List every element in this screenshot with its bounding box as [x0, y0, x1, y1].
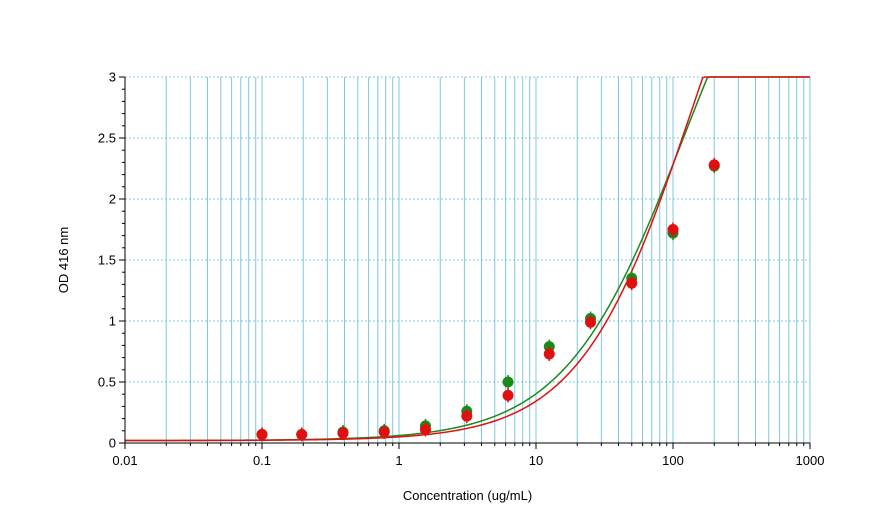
data-point-series-2 [461, 410, 473, 422]
data-point-series-2 [708, 159, 720, 171]
y-axis-ticks: 0 0.5 1 1.5 2 2.5 3 [98, 70, 125, 451]
x-axis-ticks: 0.01 0.1 1 10 100 1000 [112, 443, 824, 468]
y-tick-label: 3 [109, 70, 116, 85]
x-tick-label: 100 [662, 453, 684, 468]
x-tick-label: 10 [529, 453, 543, 468]
x-axis-title: Concentration (ug/mL) [403, 488, 532, 503]
data-points [256, 157, 720, 442]
data-point-series-1 [502, 376, 514, 388]
y-tick-label: 0 [109, 436, 116, 451]
y-tick-label: 2.5 [98, 131, 116, 146]
x-tick-label: 1 [395, 453, 402, 468]
y-tick-label: 1 [109, 314, 116, 329]
y-axis-title: OD 416 nm [56, 227, 71, 293]
data-point-series-2 [296, 428, 308, 440]
grid-major [124, 76, 811, 444]
x-tick-label: 1000 [796, 453, 825, 468]
data-point-series-2 [585, 316, 597, 328]
y-tick-label: 1.5 [98, 253, 116, 268]
y-tick-label: 2 [109, 192, 116, 207]
data-point-series-2 [667, 224, 679, 235]
axes [124, 77, 810, 444]
y-tick-label: 0.5 [98, 375, 116, 390]
x-tick-label: 0.01 [112, 453, 137, 468]
data-point-series-2 [626, 277, 638, 289]
data-point-series-2 [378, 426, 390, 438]
data-point-series-2 [256, 428, 268, 440]
data-point-series-2 [543, 348, 555, 360]
fit-line-series-2 [125, 76, 810, 442]
data-point-series-2 [502, 389, 514, 401]
data-point-series-2 [419, 424, 431, 436]
fit-lines [125, 76, 810, 442]
x-tick-label: 0.1 [253, 453, 271, 468]
data-point-series-2 [337, 427, 349, 439]
fit-line-series-1 [125, 76, 810, 442]
